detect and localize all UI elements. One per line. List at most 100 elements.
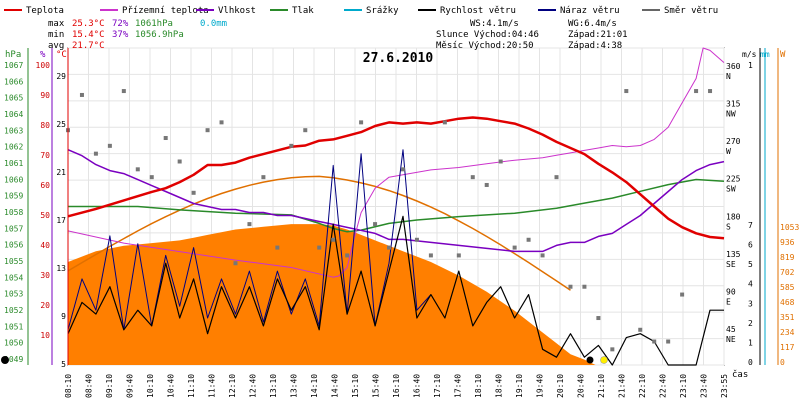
- w-tick-label: 351: [780, 313, 795, 322]
- wind-dir-point: [498, 159, 503, 164]
- stats-block: max 25.3°C 72% 1061hPa 0.0mm min 15.4°C …: [48, 19, 227, 51]
- dir-tick-label: 45: [726, 325, 736, 334]
- ms-tick-label: 2: [748, 319, 753, 328]
- dir-tick-label: NW: [726, 110, 736, 119]
- info-sun: Slunce Východ:04:46: [436, 30, 539, 40]
- y-axes: 1067106610651064106310621061106010591058…: [4, 61, 799, 369]
- ms-tick-label: 1: [748, 338, 753, 347]
- dir-tick-label: NE: [726, 335, 736, 344]
- wind-dir-point: [149, 175, 154, 180]
- left-marker: [1, 356, 9, 364]
- hpa-tick-label: 1049: [4, 355, 23, 364]
- temp-tick-label: 5: [61, 360, 66, 369]
- hpa-tick-label: 1051: [4, 322, 23, 331]
- stat-avg-temp: 21.7°C: [72, 41, 105, 51]
- series-temperature: [67, 116, 725, 240]
- x-tick-label: 08:40: [85, 374, 94, 398]
- wind-dir-point: [121, 89, 126, 94]
- dir-tick-label: 135: [726, 250, 741, 259]
- axis-title-deg: °C: [56, 50, 67, 60]
- wind-dir-point: [135, 167, 140, 172]
- pct-tick-label: 100: [36, 61, 51, 70]
- x-tick-label: 17:40: [454, 374, 463, 398]
- x-tick-label: 10:10: [146, 374, 155, 398]
- hpa-tick-label: 1067: [4, 61, 23, 70]
- wind-dir-point: [708, 89, 713, 94]
- dir-tick-label: E: [726, 297, 731, 306]
- wind-dir-point: [624, 89, 629, 94]
- axis-title-pct: %: [40, 50, 46, 60]
- pct-tick-label: 90: [40, 91, 50, 100]
- ms-tick-label: 6: [748, 241, 753, 250]
- legend-label: Náraz větru: [560, 6, 620, 16]
- wind-dir-point: [694, 89, 699, 94]
- info-sun-set: Západ:21:01: [568, 30, 628, 40]
- info-ws: WS:4.1m/s: [470, 19, 519, 29]
- legend: Teplota Přízemní teplota Vlhkost Tlak Srážky…: [4, 6, 718, 16]
- dir-tick-label: 360: [726, 62, 741, 71]
- stat-max-label: max: [48, 19, 65, 29]
- dir-tick-label: SE: [726, 260, 736, 269]
- x-tick-label: 18:40: [495, 374, 504, 398]
- stat-min-press: 1056.9hPa: [135, 30, 184, 40]
- wind-dir-point: [484, 182, 489, 187]
- stat-max-hum: 72%: [112, 19, 129, 29]
- x-tick-label: 21:10: [597, 374, 606, 398]
- legend-label: Srážky: [366, 6, 399, 16]
- hpa-tick-label: 1058: [4, 208, 23, 217]
- wind-direction-points: [66, 89, 713, 352]
- x-tick-label: 18:10: [474, 374, 483, 398]
- wind-dir-point: [275, 245, 280, 250]
- hpa-tick-label: 1050: [4, 339, 23, 348]
- info-moon: Měsíc Východ:20:50: [436, 41, 534, 51]
- x-tick-label: 23:10: [679, 374, 688, 398]
- wind-dir-point: [442, 120, 447, 125]
- x-tick-label: 15:10: [351, 374, 360, 398]
- stat-max-rain: 0.0mm: [200, 19, 227, 29]
- wind-dir-point: [261, 175, 266, 180]
- series-sun-curve: [67, 175, 571, 291]
- hpa-tick-label: 1060: [4, 175, 23, 184]
- wind-dir-point: [400, 167, 405, 172]
- temp-tick-label: 21: [56, 168, 66, 177]
- w-tick-label: 234: [780, 328, 795, 337]
- temp-tick-label: 17: [56, 216, 66, 225]
- x-tick-label: 14:40: [331, 374, 340, 398]
- pct-tick-label: 50: [40, 211, 50, 220]
- ms-tick-label: 1: [748, 61, 753, 70]
- hpa-tick-label: 1054: [4, 273, 23, 282]
- wind-dir-point: [596, 316, 601, 321]
- series-humidity: [67, 149, 725, 253]
- wind-dir-point: [638, 327, 643, 332]
- ms-tick-label: 5: [748, 260, 753, 269]
- moon-marker: [586, 356, 594, 364]
- hpa-tick-label: 1066: [4, 77, 23, 86]
- x-tick-label: 13:40: [290, 374, 299, 398]
- pct-tick-label: 60: [40, 181, 50, 190]
- wind-dir-point: [387, 245, 392, 250]
- hpa-tick-label: 1055: [4, 257, 23, 266]
- hpa-tick-label: 1065: [4, 94, 23, 103]
- axis-title-hpa: hPa: [5, 50, 21, 60]
- wind-dir-point: [568, 284, 573, 289]
- wind-dir-point: [470, 175, 475, 180]
- dir-tick-label: N: [726, 72, 731, 81]
- w-tick-label: 117: [780, 343, 795, 352]
- x-tick-label: 23:40: [700, 374, 709, 398]
- wind-dir-point: [680, 292, 685, 297]
- x-tick-label: 19:40: [536, 374, 545, 398]
- w-tick-label: 1053: [780, 223, 799, 232]
- ms-tick-label: 3: [748, 299, 753, 308]
- temp-tick-label: 9: [61, 312, 66, 321]
- x-tick-label: 16:40: [413, 374, 422, 398]
- hpa-tick-label: 1057: [4, 224, 23, 233]
- x-tick-label: 21:40: [618, 374, 627, 398]
- x-tick-label: 09:40: [126, 374, 135, 398]
- w-tick-label: 0: [780, 358, 785, 367]
- x-tick-label: 12:40: [249, 374, 258, 398]
- wind-dir-point: [428, 253, 433, 258]
- solar-area: [68, 224, 596, 365]
- series-wind-gust: [67, 149, 432, 331]
- pct-tick-label: 70: [40, 151, 50, 160]
